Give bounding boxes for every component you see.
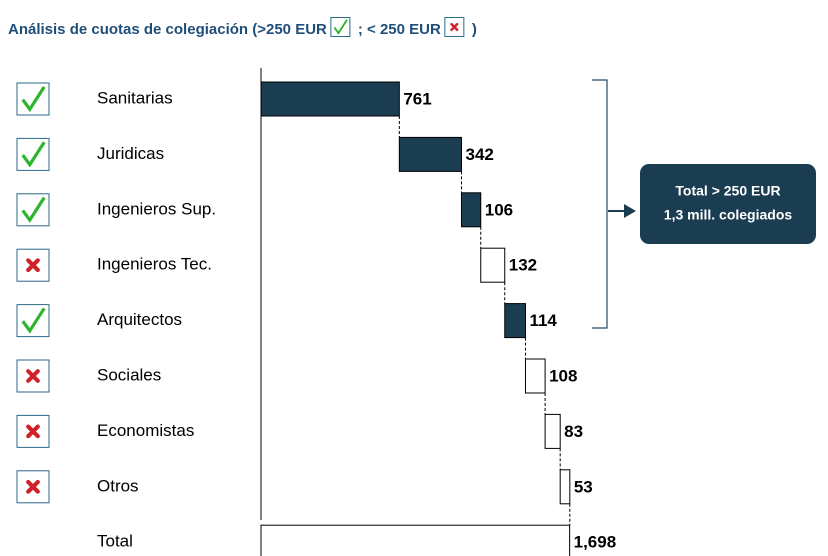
annotation-text: 1,3 mill. colegiados xyxy=(664,207,793,223)
value-label: 132 xyxy=(509,256,537,275)
value-label: 83 xyxy=(564,422,583,441)
cross-icon xyxy=(16,414,50,448)
bar xyxy=(260,81,400,117)
brace xyxy=(592,79,608,329)
bar xyxy=(559,469,571,505)
check-mark xyxy=(333,19,348,35)
check-icon xyxy=(16,193,50,227)
chart-title: ; < 250 EUR xyxy=(358,21,441,38)
check-icon xyxy=(16,137,50,171)
check-mark xyxy=(21,141,46,168)
value-label: 1,698 xyxy=(574,533,617,552)
category-label: Ingenieros Tec. xyxy=(97,255,212,274)
check-icon xyxy=(16,82,50,116)
category-label: Sociales xyxy=(97,365,161,384)
bar xyxy=(504,303,526,339)
cross-mark xyxy=(26,479,40,494)
cross-icon xyxy=(16,470,50,504)
check-icon xyxy=(330,17,351,37)
cross-icon xyxy=(16,248,50,282)
cross-mark xyxy=(26,258,40,273)
category-label: Economistas xyxy=(97,421,194,440)
value-label: 108 xyxy=(549,366,577,385)
cross-icon xyxy=(444,17,465,37)
category-label: Sanitarias xyxy=(97,88,173,107)
check-mark xyxy=(21,307,46,334)
cross-mark xyxy=(26,369,40,383)
icon-box xyxy=(16,359,50,393)
bar xyxy=(460,192,482,228)
value-label: 342 xyxy=(465,145,493,164)
category-label: Arquitectos xyxy=(97,310,182,329)
bar xyxy=(524,358,546,394)
value-label: 53 xyxy=(574,477,593,496)
category-label: Ingenieros Sup. xyxy=(97,199,216,218)
bar xyxy=(480,247,506,283)
category-label: Juridicas xyxy=(97,144,164,163)
check-mark xyxy=(21,196,46,223)
annotation-box xyxy=(640,164,816,244)
check-mark xyxy=(21,85,46,113)
cross-mark xyxy=(26,424,40,439)
annotation-text: Total > 250 EUR xyxy=(675,183,780,199)
value-label: 106 xyxy=(485,200,513,219)
arrow-head xyxy=(624,204,636,218)
chart-title: Análisis de cuotas de colegiación (>250 … xyxy=(8,21,327,38)
cross-icon xyxy=(16,359,50,393)
check-icon xyxy=(16,304,50,338)
value-label: 761 xyxy=(403,89,431,108)
category-label: Total xyxy=(97,532,133,551)
bar xyxy=(398,136,462,172)
chart-title: ) xyxy=(472,21,477,38)
bar xyxy=(260,524,571,556)
category-label: Otros xyxy=(97,476,139,495)
bar xyxy=(544,413,561,449)
cross-mark xyxy=(450,22,459,32)
value-label: 114 xyxy=(529,311,557,330)
